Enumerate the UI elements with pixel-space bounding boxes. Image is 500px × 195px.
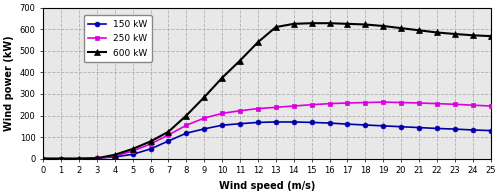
250 kW bbox=[58, 158, 64, 160]
150 kW bbox=[58, 158, 64, 160]
150 kW bbox=[362, 124, 368, 126]
600 kW bbox=[362, 23, 368, 26]
150 kW bbox=[416, 126, 422, 129]
150 kW bbox=[202, 128, 207, 130]
600 kW bbox=[237, 59, 243, 62]
Line: 600 kW: 600 kW bbox=[40, 20, 494, 162]
150 kW bbox=[344, 123, 350, 125]
600 kW bbox=[344, 23, 350, 25]
600 kW bbox=[398, 27, 404, 29]
150 kW bbox=[273, 121, 279, 123]
150 kW bbox=[291, 121, 297, 123]
Line: 250 kW: 250 kW bbox=[41, 100, 493, 161]
250 kW bbox=[362, 101, 368, 104]
Y-axis label: Wind power (kW): Wind power (kW) bbox=[4, 35, 14, 131]
600 kW bbox=[291, 23, 297, 25]
250 kW bbox=[130, 150, 136, 152]
600 kW bbox=[326, 22, 332, 24]
600 kW bbox=[488, 35, 494, 37]
600 kW bbox=[148, 140, 154, 143]
600 kW bbox=[184, 114, 190, 117]
150 kW bbox=[148, 148, 154, 150]
150 kW bbox=[255, 121, 261, 124]
600 kW bbox=[308, 22, 314, 24]
150 kW bbox=[112, 156, 118, 158]
250 kW bbox=[94, 157, 100, 159]
250 kW bbox=[308, 104, 314, 106]
250 kW bbox=[398, 101, 404, 104]
600 kW bbox=[255, 41, 261, 43]
250 kW bbox=[452, 103, 458, 105]
600 kW bbox=[130, 148, 136, 150]
150 kW bbox=[76, 158, 82, 160]
600 kW bbox=[94, 157, 100, 159]
250 kW bbox=[202, 117, 207, 119]
250 kW bbox=[40, 158, 46, 160]
600 kW bbox=[166, 130, 172, 133]
250 kW bbox=[273, 106, 279, 108]
250 kW bbox=[416, 102, 422, 104]
250 kW bbox=[148, 143, 154, 145]
600 kW bbox=[40, 158, 46, 160]
250 kW bbox=[166, 134, 172, 136]
150 kW bbox=[488, 129, 494, 132]
150 kW bbox=[434, 127, 440, 130]
150 kW bbox=[452, 128, 458, 130]
150 kW bbox=[326, 122, 332, 124]
600 kW bbox=[219, 77, 225, 79]
600 kW bbox=[452, 33, 458, 35]
250 kW bbox=[76, 158, 82, 160]
150 kW bbox=[40, 158, 46, 160]
600 kW bbox=[58, 158, 64, 160]
150 kW bbox=[94, 157, 100, 159]
600 kW bbox=[273, 26, 279, 28]
150 kW bbox=[166, 140, 172, 142]
250 kW bbox=[219, 112, 225, 114]
600 kW bbox=[202, 96, 207, 98]
150 kW bbox=[184, 132, 190, 134]
150 kW bbox=[380, 125, 386, 127]
250 kW bbox=[291, 105, 297, 107]
600 kW bbox=[380, 25, 386, 27]
600 kW bbox=[416, 29, 422, 31]
250 kW bbox=[326, 102, 332, 105]
150 kW bbox=[219, 124, 225, 126]
150 kW bbox=[470, 129, 476, 131]
250 kW bbox=[380, 101, 386, 103]
X-axis label: Wind speed (m/s): Wind speed (m/s) bbox=[218, 181, 315, 191]
250 kW bbox=[255, 107, 261, 110]
150 kW bbox=[308, 121, 314, 124]
150 kW bbox=[130, 153, 136, 155]
Line: 150 kW: 150 kW bbox=[41, 120, 493, 161]
600 kW bbox=[76, 158, 82, 160]
250 kW bbox=[237, 110, 243, 112]
250 kW bbox=[488, 105, 494, 107]
250 kW bbox=[470, 104, 476, 106]
250 kW bbox=[344, 102, 350, 104]
600 kW bbox=[434, 31, 440, 34]
Legend: 150 kW, 250 kW, 600 kW: 150 kW, 250 kW, 600 kW bbox=[84, 15, 152, 62]
150 kW bbox=[237, 122, 243, 125]
600 kW bbox=[470, 34, 476, 36]
600 kW bbox=[112, 154, 118, 156]
250 kW bbox=[184, 124, 190, 126]
250 kW bbox=[434, 102, 440, 105]
250 kW bbox=[112, 155, 118, 157]
150 kW bbox=[398, 126, 404, 128]
